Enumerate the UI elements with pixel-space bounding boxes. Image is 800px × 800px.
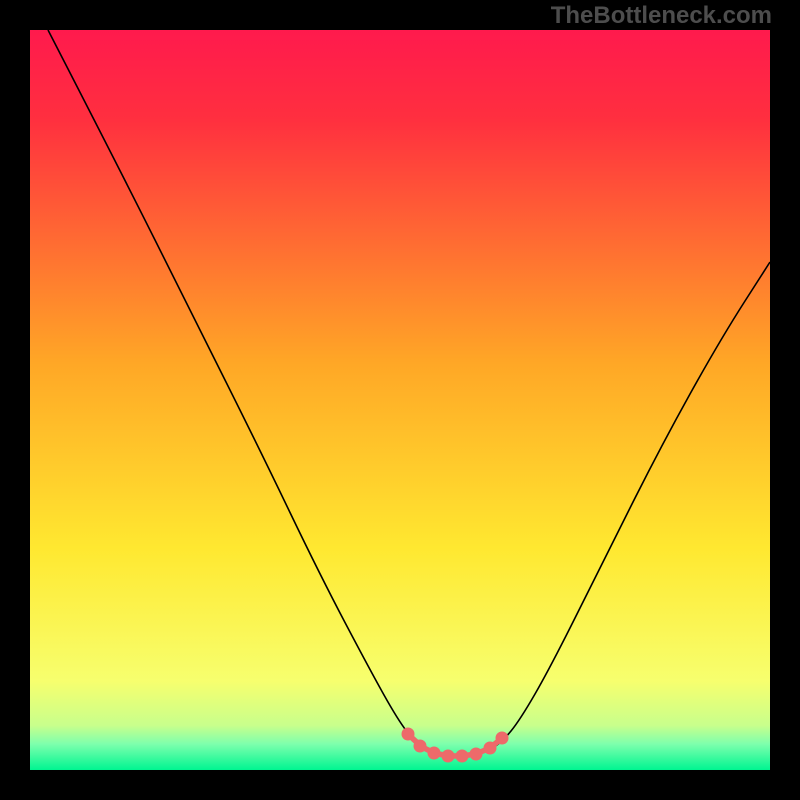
watermark-text: TheBottleneck.com [551,2,772,30]
plot-area [30,30,770,770]
